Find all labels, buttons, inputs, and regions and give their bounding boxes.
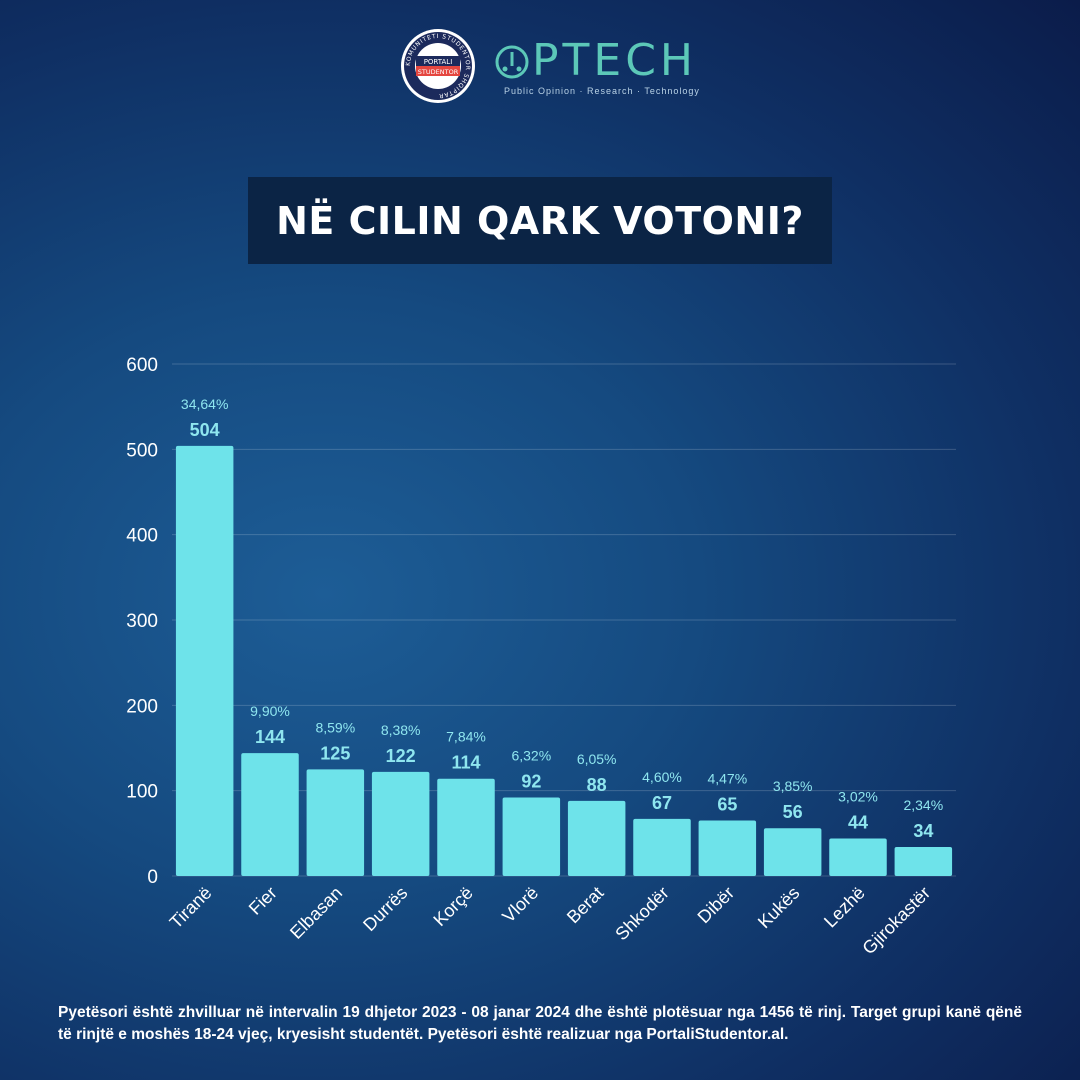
bar: [306, 769, 365, 876]
percent-label: 4,60%: [642, 769, 682, 785]
y-tick-label: 100: [126, 782, 158, 803]
category-label: Lezhë: [820, 883, 869, 932]
percent-label: 34,64%: [181, 396, 228, 412]
value-label: 44: [848, 812, 868, 832]
value-label: 88: [587, 775, 607, 795]
bar: [502, 797, 561, 876]
category-label: Shkodër: [611, 883, 673, 945]
y-tick-label: 600: [126, 355, 158, 376]
footnote: Pyetësori është zhvilluar në intervalin …: [58, 1004, 1022, 1043]
value-label: 34: [913, 821, 933, 841]
value-label: 65: [717, 795, 737, 815]
y-tick-label: 500: [126, 440, 158, 461]
bar: [241, 753, 299, 876]
value-label: 125: [320, 743, 350, 763]
percent-label: 8,38%: [381, 722, 421, 738]
portal-line1: PORTALI: [424, 58, 453, 66]
percent-label: 3,85%: [773, 778, 813, 794]
percent-label: 3,02%: [838, 788, 878, 804]
percent-label: 7,84%: [446, 729, 486, 745]
y-tick-label: 0: [147, 867, 158, 888]
y-tick-label: 400: [126, 526, 158, 547]
y-tick-label: 300: [126, 611, 158, 632]
category-label: Fier: [245, 883, 281, 919]
bar-chart: 0 100 200 300 400 500 600 504 34,64% Tiranë 144 9,9…: [126, 355, 953, 959]
category-label: Tiranë: [166, 883, 216, 933]
bar: [698, 820, 757, 876]
value-label: 114: [451, 753, 480, 773]
bar: [567, 800, 626, 876]
bar: [763, 828, 822, 876]
portali-studentor-logo: KOMUNITETI STUDENTOR SHQIPTAR PORTALI ST…: [401, 29, 475, 103]
optech-wordmark: PTECH: [532, 35, 698, 86]
percent-label: 4,47%: [707, 771, 747, 787]
category-label: Gjirokastër: [858, 883, 934, 959]
category-label: Berat: [563, 883, 608, 928]
value-label: 504: [190, 420, 220, 440]
bar: [175, 445, 234, 876]
category-label: Vlorë: [498, 883, 542, 927]
title-box: NË CILIN QARK VOTONI?: [248, 177, 832, 264]
portal-line2: STUDENTOR: [418, 68, 459, 76]
value-label: 144: [255, 727, 285, 747]
category-label: Korçë: [429, 883, 476, 930]
value-label: 56: [783, 802, 803, 822]
bar: [437, 778, 495, 876]
y-tick-label: 200: [126, 696, 158, 717]
category-label: Kukës: [754, 883, 804, 933]
percent-label: 6,05%: [577, 751, 617, 767]
percent-label: 2,34%: [903, 797, 943, 813]
page-title: NË CILIN QARK VOTONI?: [276, 198, 804, 243]
category-label: Durrës: [359, 883, 411, 935]
logo-bar: KOMUNITETI STUDENTOR SHQIPTAR PORTALI ST…: [0, 28, 1080, 108]
optech-power-icon: [495, 45, 529, 79]
bar: [894, 846, 953, 876]
category-label: Elbasan: [286, 883, 346, 943]
value-label: 67: [652, 793, 672, 813]
category-label: Dibër: [694, 883, 739, 928]
percent-label: 9,90%: [250, 703, 290, 719]
value-label: 122: [386, 746, 416, 766]
percent-label: 6,32%: [511, 747, 551, 763]
bar: [829, 838, 887, 876]
value-label: 92: [521, 771, 541, 791]
optech-tagline: Public Opinion · Research · Technology: [504, 86, 700, 96]
optech-logo: PTECH Public Opinion · Research · Techno…: [492, 36, 699, 116]
bar: [371, 771, 430, 876]
bar: [633, 818, 691, 876]
percent-label: 8,59%: [315, 719, 355, 735]
